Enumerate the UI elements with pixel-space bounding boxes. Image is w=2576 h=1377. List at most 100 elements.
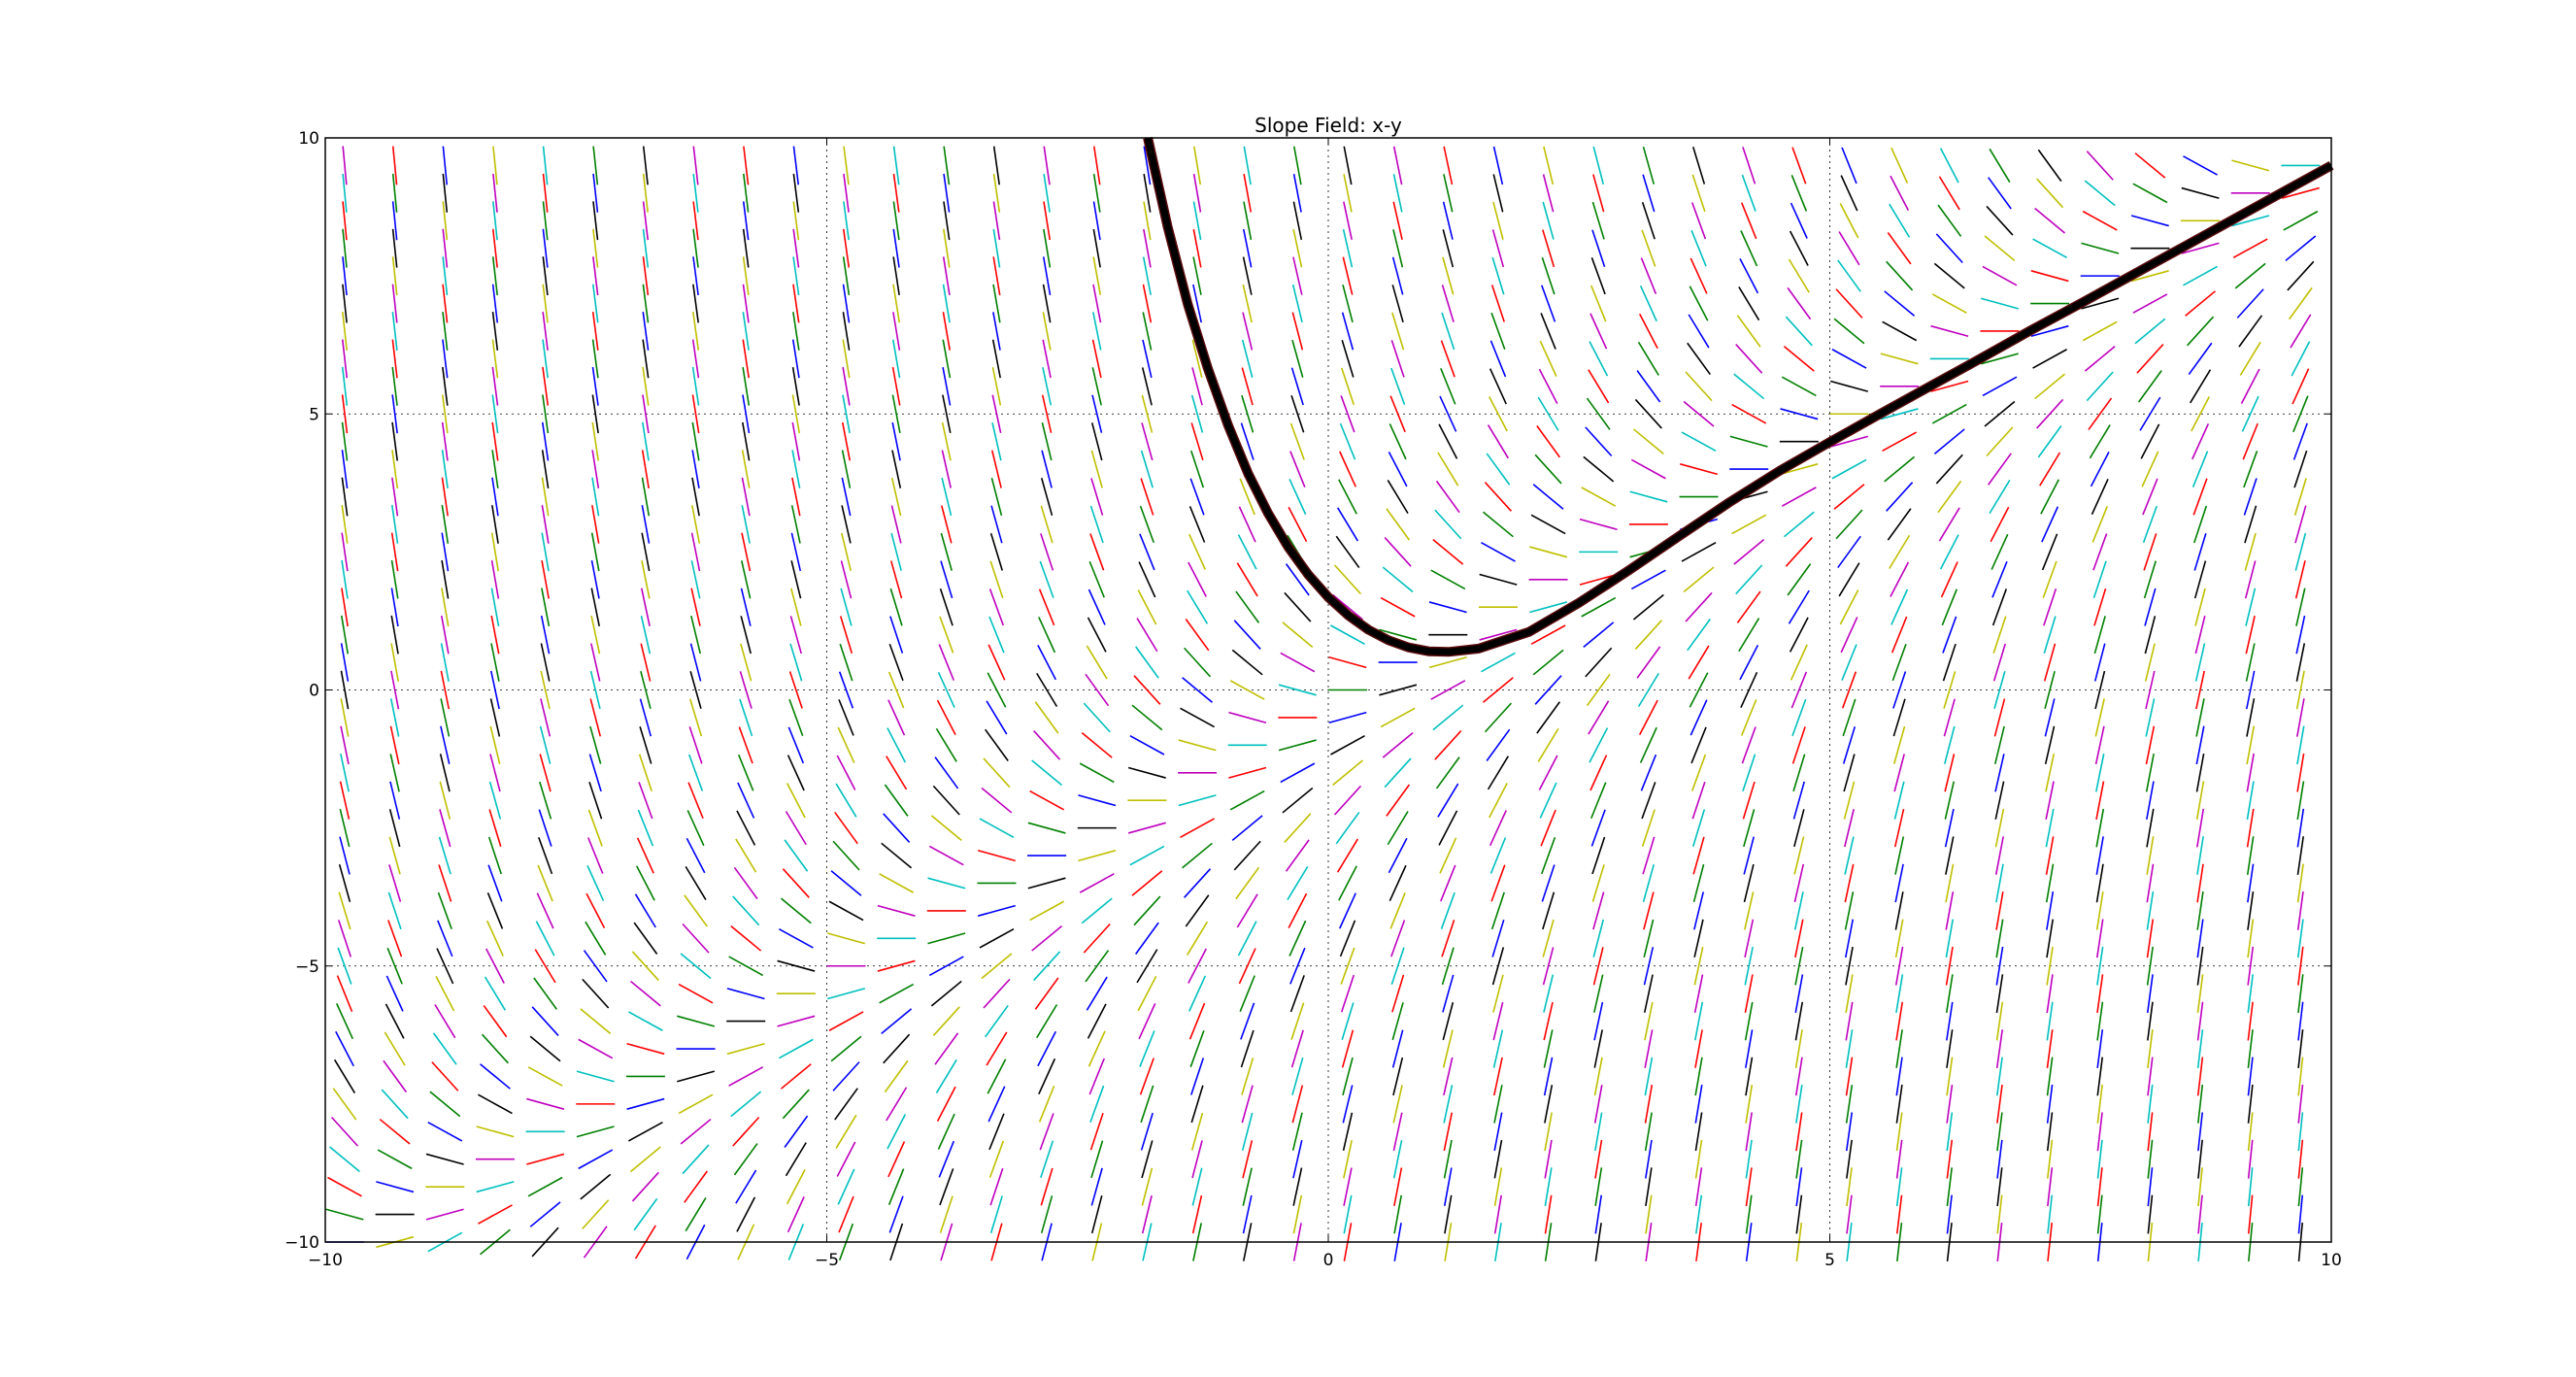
slope-segment: [1443, 1057, 1454, 1096]
slope-segment: [325, 1208, 364, 1221]
slope-segment: [2287, 260, 2315, 291]
slope-segment: [1343, 201, 1353, 241]
slope-segment: [1430, 680, 1466, 700]
slope-segment: [1434, 730, 1462, 760]
slope-segment: [1945, 863, 1955, 903]
slope-segment: [888, 1195, 904, 1233]
slope-segment: [1188, 561, 1207, 597]
slope-segment: [1742, 147, 1756, 185]
slope-segment: [2137, 370, 2162, 403]
slope-segment: [2096, 1029, 2104, 1068]
slope-segment: [726, 988, 765, 1000]
slope-segment: [691, 394, 700, 434]
slope-segment: [1593, 1057, 1603, 1096]
slope-segment: [1639, 726, 1657, 763]
slope-segment: [2296, 919, 2304, 958]
slope-segment: [1489, 340, 1507, 378]
slope-segment: [935, 1058, 957, 1093]
slope-segment: [1733, 539, 1765, 565]
slope-segment: [1541, 864, 1556, 902]
slope-segment: [842, 284, 851, 323]
slope-segment: [2146, 781, 2155, 821]
slope-segment: [1192, 201, 1202, 241]
slope-segment: [1236, 893, 1258, 928]
slope-segment: [2291, 341, 2311, 377]
slope-segment: [340, 754, 350, 792]
slope-segment: [930, 980, 962, 1007]
slope-segment: [985, 728, 1009, 761]
slope-segment: [1042, 256, 1052, 295]
slope-segment: [1241, 394, 1255, 433]
slope-segment: [1837, 259, 1861, 292]
slope-segment: [341, 394, 349, 434]
slope-segment: [2190, 369, 2212, 404]
slope-segment: [1835, 288, 1863, 319]
slope-segment: [542, 312, 549, 351]
slope-segment: [2144, 643, 2156, 682]
slope-segment: [1640, 257, 1657, 294]
slope-segment: [728, 956, 764, 977]
slope-segment: [531, 1006, 559, 1036]
slope-segment: [585, 921, 607, 956]
slope-segment: [642, 339, 650, 379]
slope-segment: [538, 836, 553, 875]
slope-segment: [1137, 589, 1157, 625]
slope-segment: [1435, 756, 1460, 789]
slope-segment: [490, 588, 500, 627]
slope-segment: [2136, 344, 2164, 374]
slope-segment: [2081, 297, 2120, 310]
slope-segment: [340, 670, 350, 710]
slope-segment: [1788, 589, 1810, 624]
slope-segment: [542, 284, 549, 323]
slope-segment: [333, 1058, 356, 1093]
slope-segment: [1930, 324, 1969, 338]
slope-segment: [1493, 1112, 1503, 1152]
slope-segment: [1142, 339, 1153, 379]
slope-segment: [2292, 395, 2309, 433]
slope-segment: [2146, 946, 2154, 986]
slope-segment: [342, 312, 348, 351]
slope-segment: [989, 533, 1004, 571]
slope-segment: [979, 818, 1015, 838]
slope-segment: [389, 698, 400, 737]
slope-segment: [1792, 781, 1806, 820]
slope-segment: [1793, 836, 1805, 875]
slope-segment: [442, 201, 449, 241]
slope-segment: [591, 450, 600, 488]
slope-segment: [1191, 1194, 1203, 1234]
slope-segment: [1894, 919, 1904, 958]
slope-segment: [1794, 1029, 1803, 1068]
slope-segment: [491, 450, 499, 489]
slope-segment: [1340, 395, 1355, 433]
slope-segment: [1845, 1057, 1854, 1096]
slope-segment: [1241, 1058, 1255, 1095]
slope-segment: [2047, 1167, 2054, 1207]
slope-segment: [930, 815, 962, 841]
slope-segment: [592, 146, 599, 185]
slope-segment: [1794, 974, 1804, 1013]
slope-segment: [1393, 1194, 1403, 1234]
slope-segment: [1136, 618, 1158, 653]
slope-segment: [1892, 725, 1906, 764]
slope-segment: [2044, 698, 2056, 737]
slope-segment: [539, 725, 552, 764]
slope-segment: [1585, 426, 1613, 457]
slope-segment: [2095, 808, 2105, 848]
slope-segment: [1085, 673, 1110, 707]
slope-segment: [1141, 1140, 1154, 1179]
slope-segment: [1092, 146, 1101, 185]
slope-segment: [1441, 285, 1455, 322]
slope-segment: [1694, 1057, 1703, 1096]
slope-segment: [1982, 265, 2018, 286]
slope-segment: [2297, 1139, 2304, 1179]
slope-segment: [388, 836, 401, 875]
slope-segment: [839, 643, 853, 682]
slope-segment: [2091, 506, 2108, 543]
slope-segment: [1339, 422, 1356, 460]
slope-segment: [1986, 426, 2014, 457]
slope-segment: [1731, 514, 1767, 535]
slope-segment: [589, 698, 602, 737]
slope-segment: [2081, 242, 2120, 254]
slope-segment: [2295, 698, 2305, 737]
slope-segment: [529, 1035, 561, 1062]
